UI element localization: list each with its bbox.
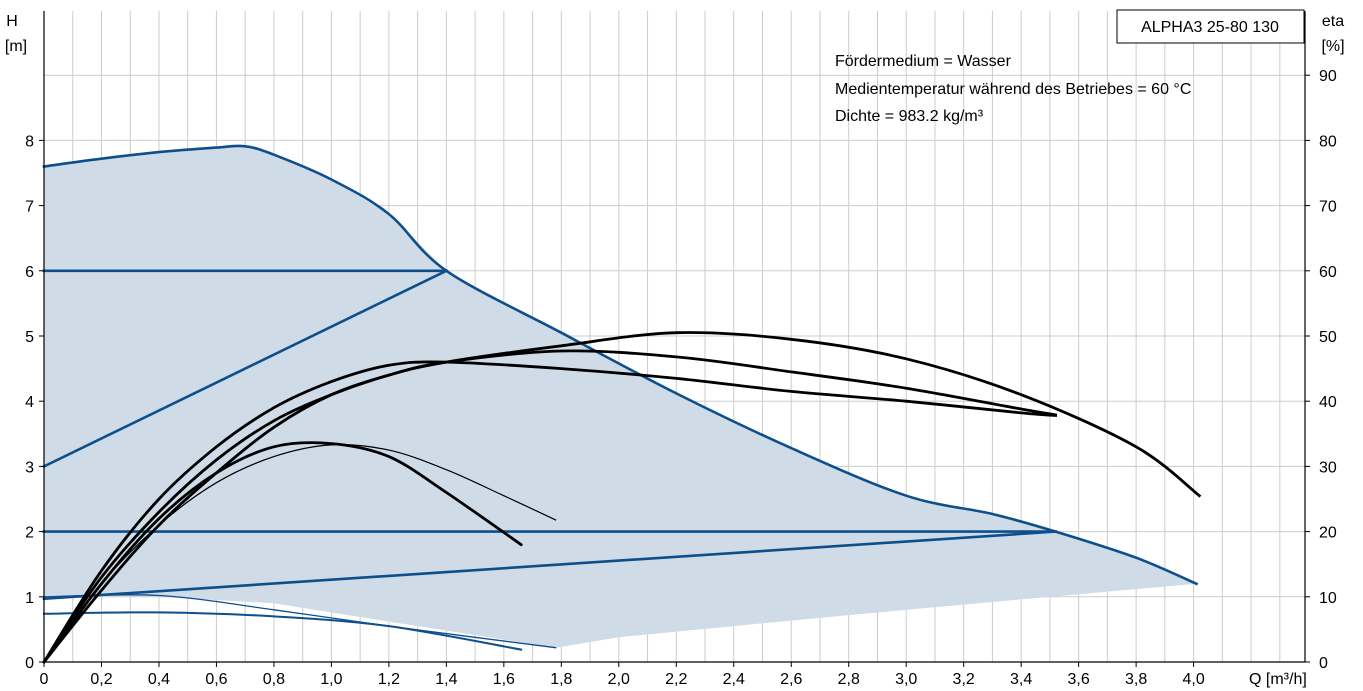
x-tick-label: 2,6: [780, 671, 802, 688]
x-tick-label: 1,8: [550, 671, 572, 688]
y-tick-label: 0: [25, 655, 34, 672]
curves: [42, 144, 1202, 664]
x-tick-label: 4,0: [1182, 671, 1204, 688]
head-curve: [42, 144, 1199, 586]
y2-tick-label: 60: [1319, 264, 1337, 281]
x-tick-label: 1,4: [435, 671, 457, 688]
y2-tick-label: 10: [1319, 590, 1337, 607]
x-tick-label: 1,6: [493, 671, 515, 688]
annotation-density: Dichte = 983.2 kg/m³: [835, 108, 984, 125]
y2-tick-label: 80: [1319, 133, 1337, 150]
x-tick-label: 3,8: [1125, 671, 1147, 688]
y2-tick-label: 40: [1319, 394, 1337, 411]
y-axis-unit: [m]: [5, 38, 27, 55]
x-tick-label: 2,0: [608, 671, 630, 688]
y2-tick-label: 70: [1319, 199, 1337, 216]
y2-axis-unit: [%]: [1321, 38, 1344, 55]
x-tick-label: 3,0: [895, 671, 917, 688]
y-tick-label: 5: [25, 329, 34, 346]
head-curve: [42, 611, 523, 651]
chart-title: ALPHA3 25-80 130: [1141, 19, 1279, 36]
title-box: [1116, 9, 1305, 44]
y-tick-label: 1: [25, 590, 34, 607]
y2-tick-label: 0: [1319, 655, 1328, 672]
y-tick-label: 7: [25, 199, 34, 216]
x-tick-label: 0: [40, 671, 49, 688]
y-axis-title: H: [6, 13, 18, 30]
x-tick-label: 0,8: [263, 671, 285, 688]
y-tick-label: 8: [25, 133, 34, 150]
x-tick-label: 3,4: [1010, 671, 1032, 688]
x-axis-title: Q [m³/h]: [1249, 671, 1307, 688]
head-curve: [42, 530, 1057, 601]
y2-tick-label: 30: [1319, 459, 1337, 476]
y-tick-label: 3: [25, 459, 34, 476]
y2-axis-title: eta: [1322, 13, 1344, 30]
axis-ticks: 0 0,2 0,4 0,6 0,8 1,0 1,2 1,4 1,6 1,8 2,0 2,2 2,4 2,6…: [25, 68, 1337, 688]
y2-tick-label: 20: [1319, 525, 1337, 542]
y-tick-label: 4: [25, 394, 34, 411]
head-curve: [42, 269, 449, 469]
x-tick-label: 1,0: [320, 671, 342, 688]
x-tick-label: 0,6: [205, 671, 227, 688]
x-tick-label: 0,4: [148, 671, 170, 688]
y2-tick-label: 50: [1319, 329, 1337, 346]
annotation-temperature: Medientemperatur während des Betriebes =…: [835, 81, 1191, 98]
x-tick-label: 2,2: [665, 671, 687, 688]
y-tick-label: 2: [25, 525, 34, 542]
x-tick-label: 1,2: [378, 671, 400, 688]
x-tick-label: 2,8: [838, 671, 860, 688]
efficiency-curve: [42, 331, 1202, 664]
y-tick-label: 6: [25, 264, 34, 281]
head-curve: [43, 594, 557, 649]
y2-tick-label: 90: [1319, 68, 1337, 85]
x-tick-label: 3,6: [1068, 671, 1090, 688]
x-tick-label: 3,2: [953, 671, 975, 688]
x-tick-label: 0,2: [90, 671, 112, 688]
annotation-medium: Fördermedium = Wasser: [835, 53, 1012, 70]
x-tick-label: 2,4: [723, 671, 745, 688]
efficiency-curve: [43, 444, 557, 663]
